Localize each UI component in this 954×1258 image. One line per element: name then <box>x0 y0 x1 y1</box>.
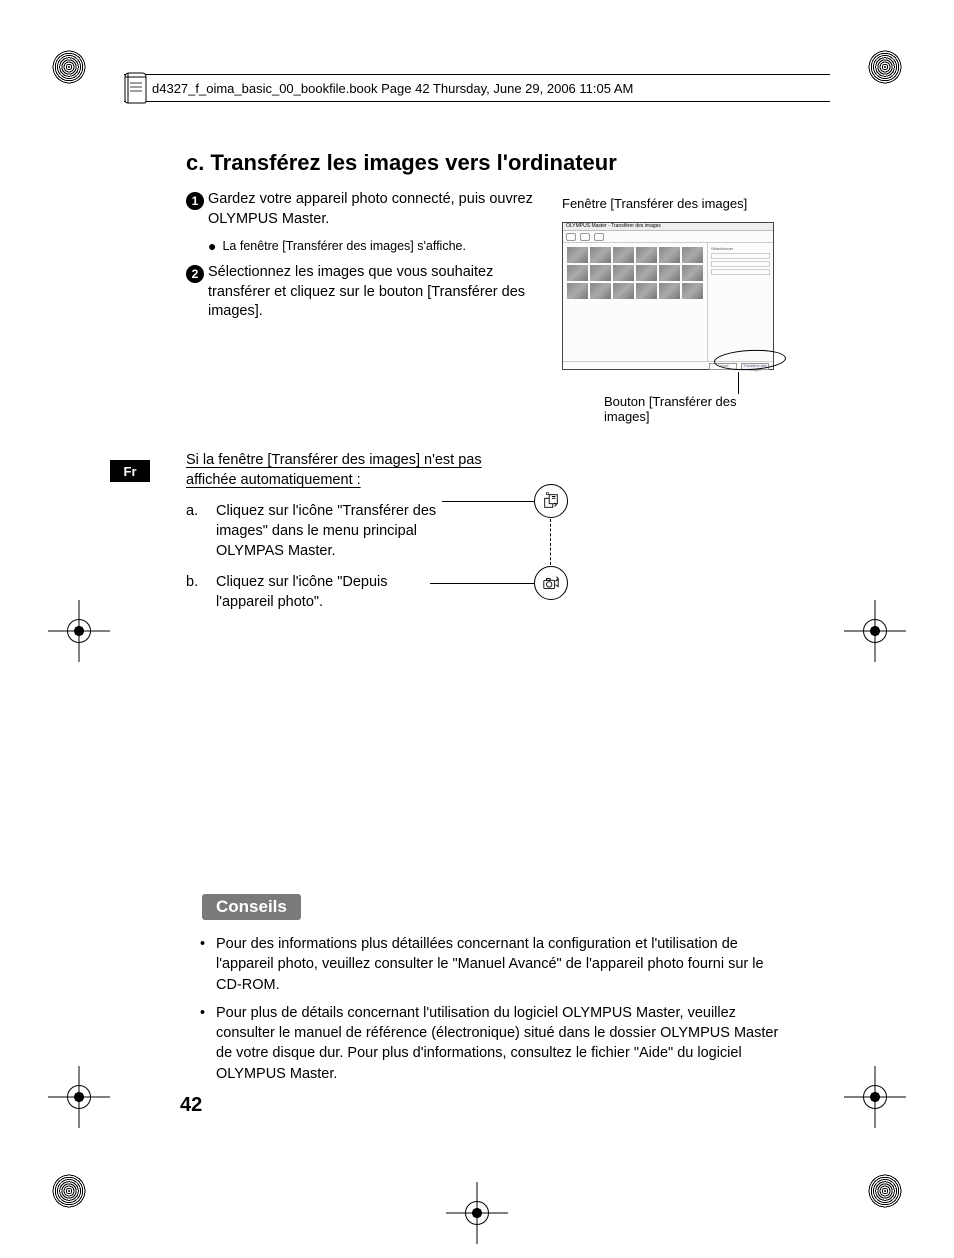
tip-1-text: Pour des informations plus détaillées co… <box>216 934 780 995</box>
screenshot-transfer-window: OLYMPUS Master - Transférer des images S… <box>562 222 774 370</box>
page-number: 42 <box>180 1094 202 1117</box>
transfer-images-icon <box>534 484 568 518</box>
screenshot-titlebar: OLYMPUS Master - Transférer des images <box>563 223 773 231</box>
registration-mark <box>868 1174 902 1208</box>
thumbnail-grid <box>563 243 707 361</box>
step-2-text: Sélectionnez les images que vous souhait… <box>208 263 536 322</box>
substep-b: b. Cliquez sur l'icône "Depuis l'apparei… <box>186 573 446 612</box>
substep-a: a. Cliquez sur l'icône "Transférer des i… <box>186 502 446 561</box>
leader-line <box>430 583 534 584</box>
screenshot-toolbar <box>563 231 773 243</box>
substep-a-text: Cliquez sur l'icône "Transférer des imag… <box>216 502 446 561</box>
tip-2-text: Pour plus de détails concernant l'utilis… <box>216 1003 780 1084</box>
book-icon <box>122 71 148 105</box>
crop-target <box>860 616 890 646</box>
bullet-icon: • <box>200 934 208 995</box>
crop-target <box>64 1082 94 1112</box>
content-area: c. Transférez les images vers l'ordinate… <box>186 150 786 612</box>
step-1-sub: ● La fenêtre [Transférer des images] s'a… <box>208 239 528 253</box>
bullet-icon: ● <box>208 239 216 253</box>
callout-leader <box>738 372 739 394</box>
toolbar-button <box>594 233 604 241</box>
leader-line <box>442 501 534 502</box>
substep-b-label: b. <box>186 573 202 612</box>
running-head: d4327_f_oima_basic_00_bookfile.book Page… <box>124 74 830 102</box>
toolbar-button <box>580 233 590 241</box>
leader-dash <box>550 519 551 565</box>
language-tab: Fr <box>110 460 150 482</box>
tips-list: • Pour des informations plus détaillées … <box>200 934 780 1092</box>
step-number-icon: 2 <box>186 263 208 322</box>
toolbar-button <box>566 233 576 241</box>
registration-mark <box>52 1174 86 1208</box>
section-heading: c. Transférez les images vers l'ordinate… <box>186 150 786 176</box>
substep-b-text: Cliquez sur l'icône "Depuis l'appareil p… <box>216 573 446 612</box>
substep-a-label: a. <box>186 502 202 561</box>
running-head-text: d4327_f_oima_basic_00_bookfile.book Page… <box>152 81 633 96</box>
window-caption: Fenêtre [Transférer des images] <box>562 196 747 211</box>
crop-target <box>860 1082 890 1112</box>
registration-mark <box>52 50 86 84</box>
step-1: 1 Gardez votre appareil photo connecté, … <box>186 190 536 229</box>
bullet-icon: • <box>200 1003 208 1084</box>
step-1-text: Gardez votre appareil photo connecté, pu… <box>208 190 536 229</box>
tip-item: • Pour plus de détails concernant l'util… <box>200 1003 780 1084</box>
sidebar-label: Sélectionner <box>711 246 770 251</box>
screenshot-sidebar: Sélectionner <box>707 243 773 361</box>
page: d4327_f_oima_basic_00_bookfile.book Page… <box>0 0 954 1258</box>
conseils-heading: Conseils <box>202 894 301 920</box>
crop-target <box>64 616 94 646</box>
from-camera-icon <box>534 566 568 600</box>
step-2: 2 Sélectionnez les images que vous souha… <box>186 263 536 322</box>
button-caption: Bouton [Transférer des images] <box>604 394 774 424</box>
crop-target <box>462 1198 492 1228</box>
registration-mark <box>868 50 902 84</box>
tip-item: • Pour des informations plus détaillées … <box>200 934 780 995</box>
step-number-icon: 1 <box>186 190 208 229</box>
if-not-shown-heading: Si la fenêtre [Transférer des images] n'… <box>186 450 496 491</box>
step-1-sub-text: La fenêtre [Transférer des images] s'aff… <box>222 239 465 253</box>
